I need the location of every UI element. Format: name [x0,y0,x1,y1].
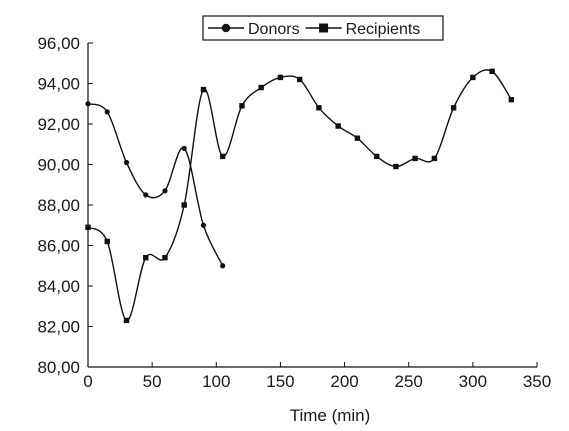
data-point-recipients [162,255,167,260]
data-point-donors [182,146,187,151]
data-point-recipients [220,154,225,159]
y-tick-label: 92,00 [37,115,80,134]
data-point-donors [201,223,206,228]
data-point-recipients [355,135,360,140]
legend-label-recipients: Recipients [346,21,421,38]
data-point-donors [220,263,225,268]
data-point-recipients [105,239,110,244]
x-tick-label: 300 [459,372,487,391]
data-point-recipients [239,103,244,108]
legend-marker-recipients [319,24,328,33]
y-tick-label: 80,00 [37,358,80,377]
data-point-recipients [297,77,302,82]
data-point-recipients [85,225,90,230]
data-point-recipients [393,164,398,169]
x-axis-title: Time (min) [290,406,371,425]
data-point-recipients [316,105,321,110]
data-point-recipients [258,85,263,90]
x-tick-label: 350 [523,372,551,391]
data-point-donors [124,160,129,165]
y-tick-label: 88,00 [37,196,80,215]
x-tick-label: 50 [143,372,162,391]
x-tick-label: 100 [202,372,230,391]
data-point-recipients [278,75,283,80]
series-lines [88,70,511,321]
legend-label-donors: Donors [248,21,300,38]
y-tick-label: 82,00 [37,318,80,337]
series-line-recipients [88,70,511,321]
data-point-donors [143,192,148,197]
series-markers [85,69,514,323]
y-tick-label: 86,00 [37,237,80,256]
y-tick-label: 94,00 [37,75,80,94]
data-point-recipients [374,154,379,159]
data-point-recipients [143,255,148,260]
legend: Donors Recipients [203,16,443,40]
y-tick-label: 84,00 [37,277,80,296]
data-point-recipients [412,156,417,161]
y-tick-label: 96,00 [37,34,80,53]
x-tick-label: 150 [266,372,294,391]
y-tick-label: 90,00 [37,156,80,175]
data-point-recipients [124,318,129,323]
tick-labels: 80,00 82,00 84,00 86,00 88,00 90,00 92,00 94,00… [37,34,551,391]
data-point-donors [105,109,110,114]
data-point-donors [162,188,167,193]
data-point-recipients [489,69,494,74]
x-tick-label: 200 [330,372,358,391]
legend-marker-donors [222,24,230,32]
data-point-donors [85,101,90,106]
x-tick-label: 250 [395,372,423,391]
data-point-recipients [470,75,475,80]
data-point-recipients [182,202,187,207]
x-tick-label: 0 [83,372,92,391]
axes [88,43,537,367]
data-point-recipients [451,105,456,110]
data-point-recipients [201,87,206,92]
data-point-recipients [509,97,514,102]
data-point-recipients [432,156,437,161]
data-point-recipients [335,123,340,128]
